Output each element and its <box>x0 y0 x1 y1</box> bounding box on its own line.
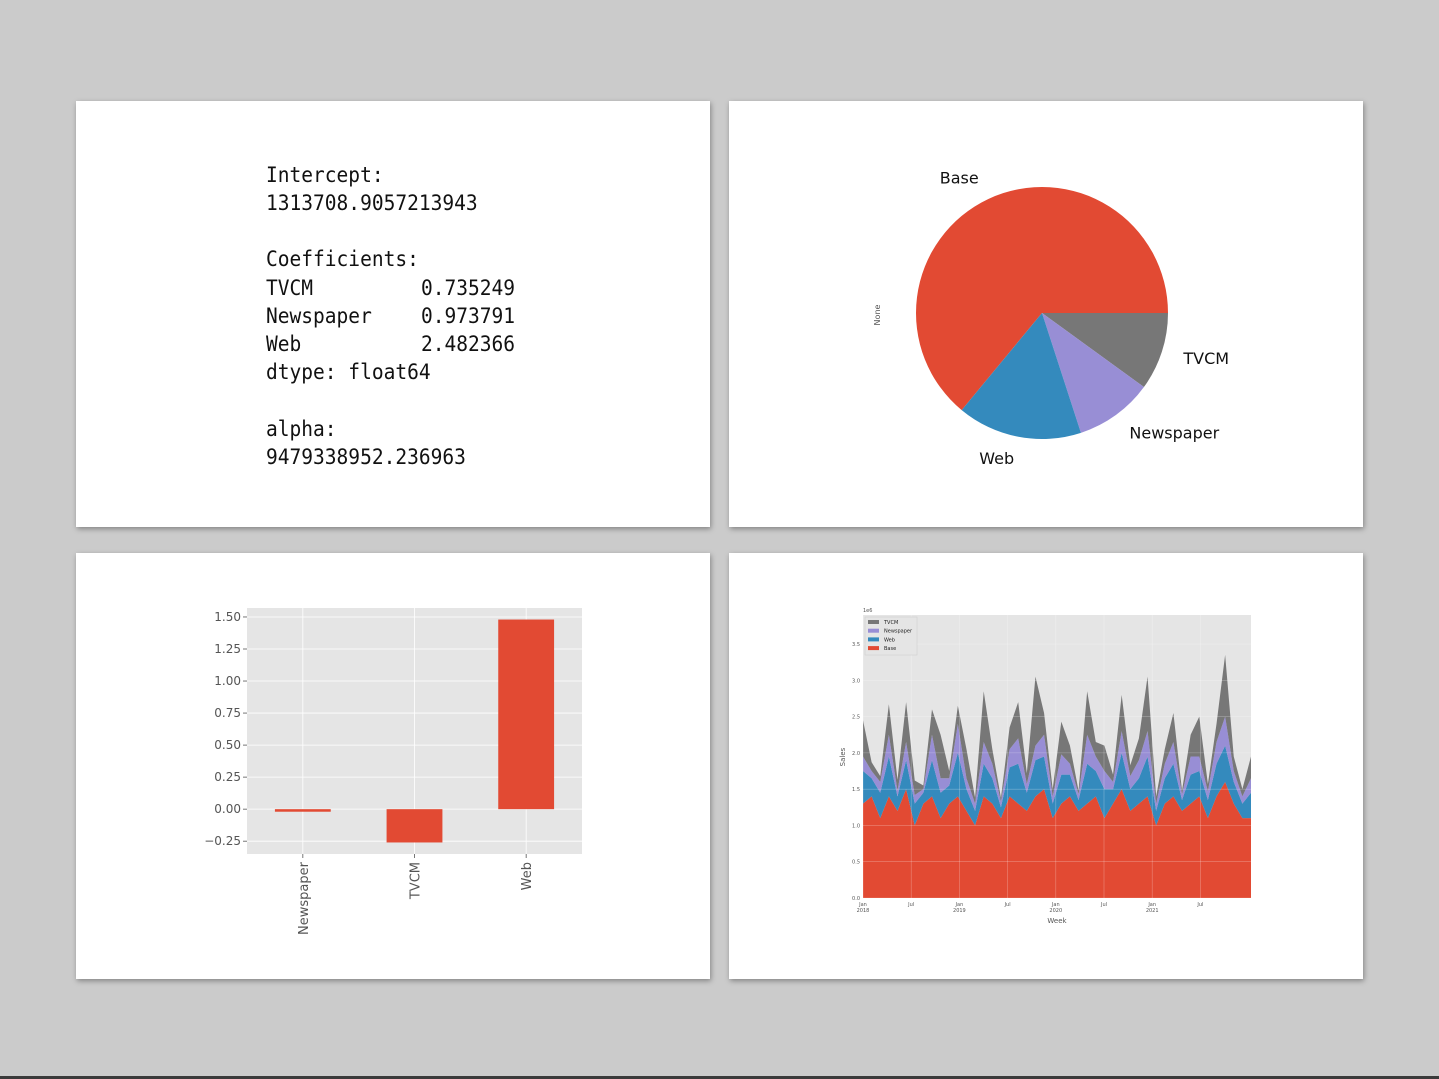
bar-tvcm <box>386 809 443 843</box>
slide-pie-chart: None Base TVCM Newspaper Web <box>729 101 1363 527</box>
area-ytick-label: 1.5 <box>852 787 860 793</box>
area-xtick-label: Jul <box>907 902 914 908</box>
area-xtick-label: Jul <box>1196 902 1203 908</box>
bar-xtick-label: Web <box>520 862 535 890</box>
area-legend-swatch-web <box>868 637 879 642</box>
area-xtick-year: 2021 <box>1146 908 1159 914</box>
bar-ytick-label: 1.00 <box>214 674 241 688</box>
area-ytick-label: 0.5 <box>852 860 860 866</box>
area-chart: Sales Week 1e6 0.0 0.5 1.0 1.5 2.0 2.5 3.0 3.5 J… <box>839 608 1251 925</box>
area-series-tvcm <box>863 654 1251 804</box>
bar-chart: 1.50 1.25 1.00 0.75 0.50 0.25 0.00 −0.25 Newspap… <box>204 608 582 935</box>
area-legend-swatch-newspaper <box>868 628 879 633</box>
coef-value-tvcm: 0.735249 <box>421 276 516 300</box>
area-ytick-label: 0.0 <box>852 896 860 902</box>
area-xtick-label: Jan <box>858 902 867 908</box>
area-legend-label-web: Web <box>884 637 895 643</box>
alpha-value: 9479338952.236963 <box>266 445 466 469</box>
bar-ytick-label: 0.00 <box>214 802 241 816</box>
area-xtick-label: Jan <box>1051 902 1060 908</box>
area-multiplier: 1e6 <box>863 608 872 614</box>
coef-name-tvcm: TVCM <box>266 276 314 300</box>
bar-xtick-label: TVCM <box>409 862 424 900</box>
area-ytick-label: 1.0 <box>852 823 860 829</box>
pie-slice-newspaper <box>1042 313 1144 433</box>
bar-ytick-label: 1.25 <box>214 642 241 656</box>
area-series-newspaper <box>863 716 1251 811</box>
area-xtick-label: Jul <box>1100 902 1107 908</box>
coef-name-newspaper: Newspaper <box>266 304 372 328</box>
pie-slice-tvcm <box>1042 313 1168 388</box>
coef-value-newspaper: 0.973791 <box>421 304 516 328</box>
area-legend-swatch-base <box>868 646 879 651</box>
dtype-line: dtype: float64 <box>266 360 431 384</box>
area-xtick-year: 2019 <box>953 908 966 914</box>
area-xtick-label: Jul <box>1004 902 1011 908</box>
slide-bar-chart: 1.50 1.25 1.00 0.75 0.50 0.25 0.00 −0.25 Newspap… <box>76 553 710 979</box>
bar-ytick-label: 1.50 <box>214 610 241 624</box>
area-ytick-label: 2.0 <box>852 751 860 757</box>
area-ylabel: Sales <box>839 747 847 766</box>
coef-value-web: 2.482366 <box>421 332 516 356</box>
intercept-label: Intercept: <box>266 163 384 187</box>
area-legend-swatch-tvcm <box>868 620 879 624</box>
area-legend: TVCM Newspaper Web Base <box>864 616 918 656</box>
pie-label-web: Web <box>979 449 1014 468</box>
pie-chart: None Base TVCM Newspaper Web <box>873 168 1229 468</box>
bottom-bar <box>0 1076 1439 1079</box>
slide-area-chart: Sales Week 1e6 0.0 0.5 1.0 1.5 2.0 2.5 3.0 3.5 J… <box>729 553 1363 979</box>
coefficients-label: Coefficients: <box>266 247 419 271</box>
slide-model-summary: Intercept: 1313708.9057213943 Coefficien… <box>76 101 710 527</box>
alpha-label: alpha: <box>266 417 337 441</box>
intercept-value: 1313708.9057213943 <box>266 191 478 215</box>
area-xtick-year: 2018 <box>857 908 870 914</box>
bar-xtick-label: Newspaper <box>297 861 312 935</box>
pie-label-newspaper: Newspaper <box>1129 423 1219 442</box>
area-ytick-label: 3.0 <box>852 678 860 684</box>
area-legend-label-newspaper: Newspaper <box>884 629 913 635</box>
bar-ytick-label: 0.25 <box>214 770 241 784</box>
area-series-base <box>863 781 1251 898</box>
pie-slice-web <box>961 313 1081 440</box>
area-legend-label-base: Base <box>884 646 896 652</box>
pie-label-tvcm: TVCM <box>1182 349 1229 368</box>
area-xtick-year: 2020 <box>1049 908 1062 914</box>
bar-ytick-label: −0.25 <box>204 834 241 848</box>
area-series-web <box>863 745 1251 826</box>
area-xtick-label: Jan <box>1147 902 1156 908</box>
pie-ylabel: None <box>873 304 882 325</box>
area-ytick-label: 3.5 <box>852 642 860 648</box>
pie-label-base: Base <box>940 168 979 187</box>
bar-newspaper <box>274 809 331 812</box>
area-xlabel: Week <box>1047 917 1067 925</box>
coef-name-web: Web <box>266 332 302 356</box>
bar-ytick-label: 0.75 <box>214 706 241 720</box>
area-legend-label-tvcm: TVCM <box>883 620 898 626</box>
bar-web <box>498 619 555 810</box>
bar-ytick-label: 0.50 <box>214 738 241 752</box>
area-ytick-label: 2.5 <box>852 715 860 721</box>
pie-slice-base <box>916 187 1168 411</box>
area-xtick-label: Jan <box>955 902 964 908</box>
